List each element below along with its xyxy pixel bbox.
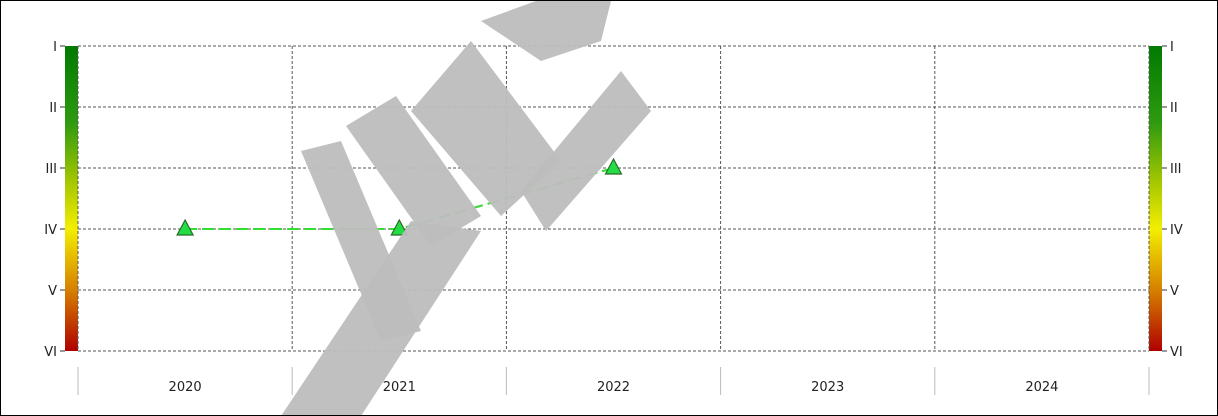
data-point-triangle (604, 157, 623, 175)
y-tick-label-left: I (53, 40, 57, 55)
color-scale-bar-left (65, 46, 78, 351)
color-scale-bar-right (1149, 46, 1162, 351)
y-tick-label-left: VI (44, 345, 57, 360)
y-tick-label-right: VI (1170, 345, 1183, 360)
x-tick-label: 2020 (169, 380, 202, 395)
y-tick-label-left: II (49, 101, 57, 116)
data-point-triangle (176, 218, 195, 236)
x-tick-label: 2023 (811, 380, 844, 395)
y-tick-label-left: III (45, 162, 57, 177)
axes (60, 45, 1167, 395)
watermark (281, 1, 651, 415)
y-tick-label-left: IV (44, 223, 57, 238)
y-tick-label-left: V (48, 284, 57, 299)
y-tick-label-right: II (1170, 101, 1178, 116)
x-tick-label: 2021 (383, 380, 416, 395)
y-tick-label-right: III (1170, 162, 1182, 177)
color-scale-left (65, 46, 78, 351)
y-tick-label-right: I (1170, 40, 1174, 55)
color-scale-right (1149, 46, 1162, 351)
y-tick-label-right: IV (1170, 223, 1183, 238)
y-tick-label-right: V (1170, 284, 1179, 299)
x-tick-label: 2022 (597, 380, 630, 395)
x-tick-label: 2024 (1025, 380, 1058, 395)
data-point-triangle (390, 218, 409, 236)
